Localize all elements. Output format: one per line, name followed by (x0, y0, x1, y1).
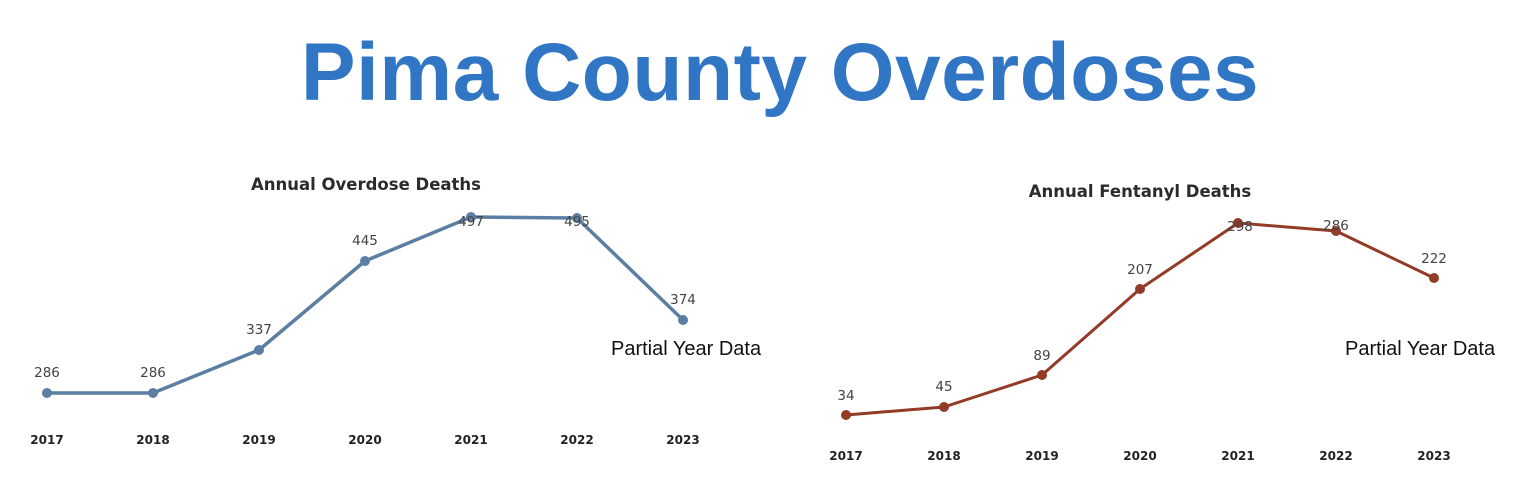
value-label: 89 (1033, 348, 1050, 364)
fentanyl-markers (841, 218, 1439, 420)
data-point (360, 256, 370, 266)
value-label: 45 (935, 379, 952, 395)
value-label: 374 (670, 292, 696, 308)
value-label: 286 (34, 365, 60, 381)
x-tick-label: 2023 (1417, 449, 1450, 463)
x-tick-label: 2018 (136, 433, 169, 447)
data-point (1135, 284, 1145, 294)
data-point (466, 212, 476, 222)
data-point (254, 345, 264, 355)
page-title: Pima County Overdoses (300, 27, 1260, 118)
x-tick-label: 2021 (1221, 449, 1254, 463)
x-tick-label: 2018 (927, 449, 960, 463)
data-point (1331, 226, 1341, 236)
x-tick-label: 2022 (560, 433, 593, 447)
data-point (678, 315, 688, 325)
x-tick-label: 2019 (242, 433, 275, 447)
value-label: 222 (1421, 251, 1447, 267)
data-point (42, 388, 52, 398)
data-point (572, 213, 582, 223)
overdose-x-axis: 2017 2018 2019 2020 2021 2022 2023 (30, 433, 699, 447)
data-point (939, 402, 949, 412)
overdose-partial-year-note: Partial Year Data (611, 338, 762, 360)
x-tick-label: 2017 (30, 433, 63, 447)
data-point (148, 388, 158, 398)
x-tick-label: 2020 (1123, 449, 1156, 463)
x-tick-label: 2017 (829, 449, 862, 463)
data-point (1233, 218, 1243, 228)
overdose-value-labels: 286 286 337 445 497 495 374 (34, 214, 696, 381)
x-tick-label: 2020 (348, 433, 381, 447)
x-tick-label: 2022 (1319, 449, 1352, 463)
x-tick-label: 2021 (454, 433, 487, 447)
value-label: 497 (458, 214, 484, 230)
overdose-markers (42, 212, 688, 398)
value-label: 34 (837, 388, 854, 404)
data-point (1037, 370, 1047, 380)
fentanyl-line (845, 221, 1435, 417)
value-label: 495 (564, 214, 590, 230)
value-label: 298 (1227, 219, 1253, 235)
value-label: 337 (246, 322, 272, 338)
value-label: 207 (1127, 262, 1153, 278)
fentanyl-partial-year-note: Partial Year Data (1345, 338, 1496, 360)
data-point (1429, 273, 1439, 283)
value-label: 445 (352, 233, 378, 249)
value-label: 286 (1323, 218, 1349, 234)
value-label: 286 (140, 365, 166, 381)
data-point (841, 410, 851, 420)
fentanyl-value-labels: 34 45 89 207 298 286 222 (837, 218, 1446, 404)
x-tick-label: 2023 (666, 433, 699, 447)
fentanyl-x-axis: 2017 2018 2019 2020 2021 2022 2023 (829, 449, 1450, 463)
fentanyl-chart-title: Annual Fentanyl Deaths (1029, 182, 1252, 201)
x-tick-label: 2019 (1025, 449, 1058, 463)
overdose-chart-title: Annual Overdose Deaths (251, 175, 481, 194)
